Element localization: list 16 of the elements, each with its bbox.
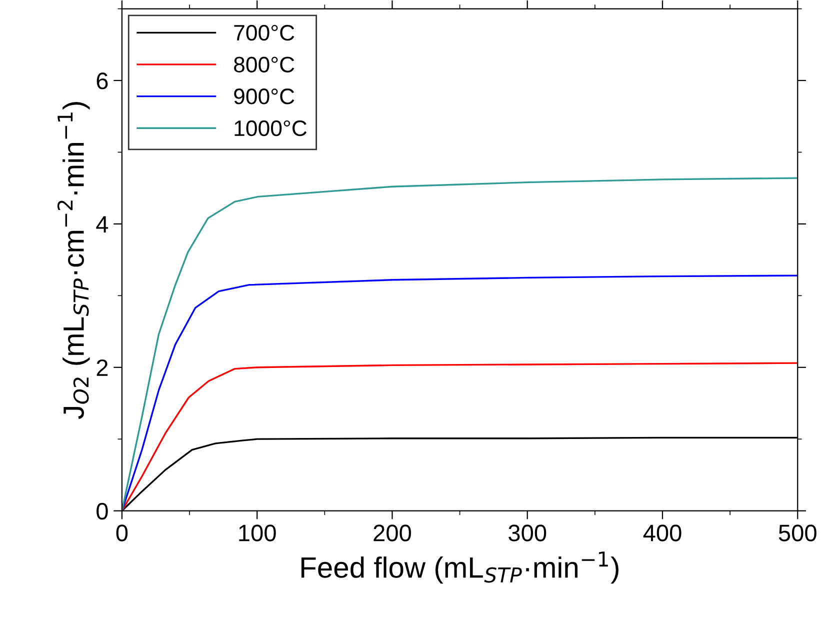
x-axis-title: Feed flow (mL$_{STP}$·min$^{−1}$)	[301, 552, 618, 584]
x-tick-label: 500	[778, 524, 816, 542]
x-tick-label: 0	[116, 524, 128, 542]
x-tick-label: 100	[239, 524, 276, 542]
text: J$_{O2}$ (mL$_{STP}$·cm$^{−2}$·min$^{−1}$)	[57, 102, 90, 420]
y-tick-label: 0	[96, 502, 108, 520]
y-tick-label: 6	[96, 72, 108, 90]
legend-label: 800°C	[234, 56, 294, 72]
legend-label: 700°C	[234, 24, 294, 41]
legend-label: 900°C	[234, 88, 294, 104]
y-tick-label: 4	[96, 216, 108, 232]
legend-label: 1000°C	[234, 120, 307, 136]
x-tick-label: 200	[374, 524, 411, 542]
y-tick-label: 2	[96, 359, 108, 376]
x-tick-label: 300	[508, 524, 546, 542]
x-tick-label: 400	[643, 524, 682, 542]
